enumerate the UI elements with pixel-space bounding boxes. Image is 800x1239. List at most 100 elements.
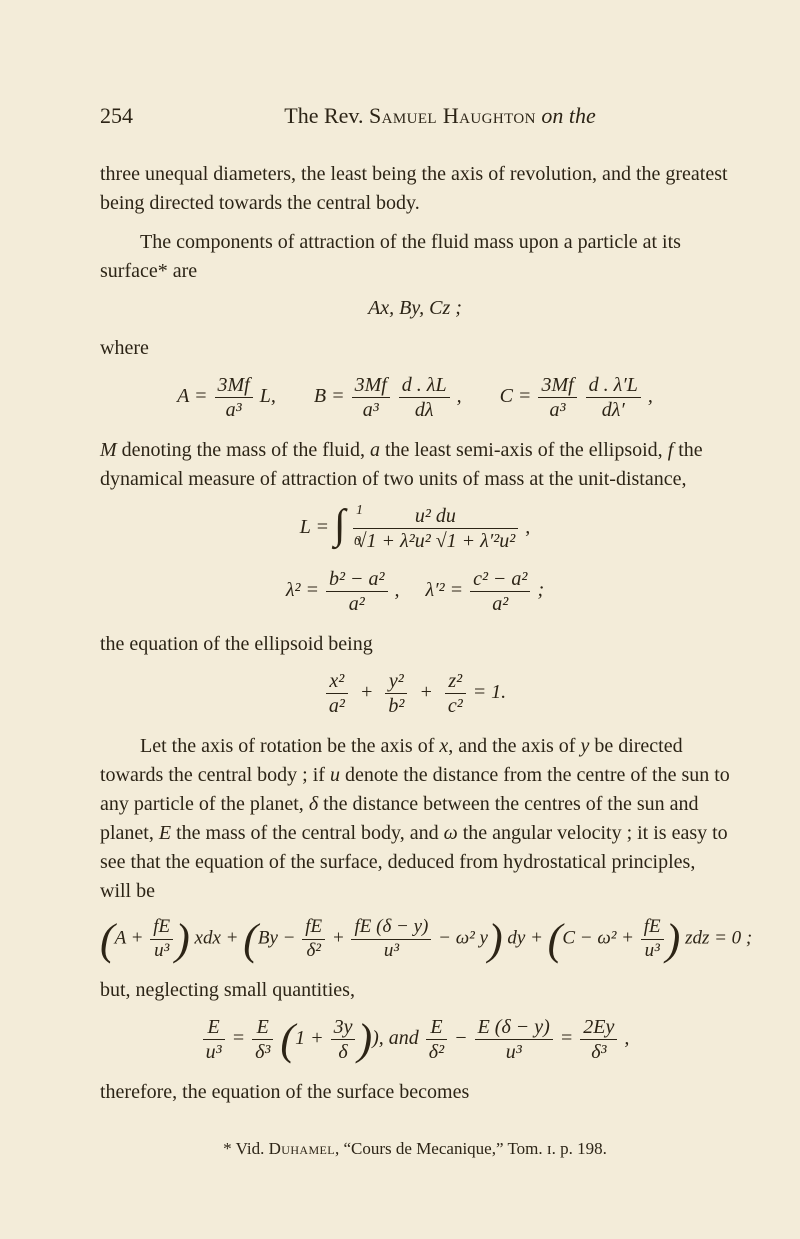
sq2-a-num: E: [426, 1015, 447, 1040]
eqA-lhs: A =: [177, 385, 212, 407]
sq-c: 3yδ: [331, 1015, 356, 1064]
fn-rest: , “Cours de Mecanique,” Tom. ɪ. p. 198.: [335, 1139, 607, 1158]
sq2-a: Eδ²: [426, 1015, 447, 1064]
para-3: M denoting the mass of the fluid, a the …: [100, 436, 730, 494]
ell2-num: y²: [385, 669, 407, 694]
lambda2-frac: b² − a²a²: [326, 567, 388, 616]
eqB-tail: ,: [452, 385, 462, 407]
sq2-b: E (δ − y)u³: [475, 1015, 553, 1064]
ell3-num: z²: [445, 669, 466, 694]
big-B: By −: [258, 928, 300, 949]
lambda2-den: a²: [326, 592, 388, 616]
para-6: but, neglecting small quantities,: [100, 976, 730, 1005]
p3-a: a: [370, 439, 380, 461]
lambdap2-num: c² − a²: [470, 567, 530, 592]
dy: dy +: [503, 928, 548, 949]
sq-a: Eu³: [203, 1015, 225, 1064]
para-7: therefore, the equation of the surface b…: [100, 1078, 730, 1107]
lambda2-lhs: λ² =: [286, 579, 324, 601]
eq-small-quantities: Eu³ = Eδ³ (1 + 3yδ)), and Eδ² − E (δ − y…: [100, 1015, 730, 1064]
sq-b-den: δ³: [252, 1040, 273, 1064]
page: 254 The Rev. Samuel Haughton on the thre…: [0, 0, 800, 1239]
sq-c-num: 3y: [331, 1015, 356, 1040]
sq2-eq: =: [555, 1028, 579, 1050]
p5l: ω: [444, 822, 458, 844]
sq2-b-den: u³: [475, 1040, 553, 1064]
rparen1: ): [175, 922, 190, 957]
para-5: Let the axis of rotation be the axis of …: [100, 732, 730, 906]
para-4: the equation of the ellipsoid being: [100, 630, 730, 659]
sq2-tail: ,: [619, 1028, 629, 1050]
sq-a-den: u³: [203, 1040, 225, 1064]
p5k: the mass of the central body, and: [171, 822, 444, 844]
fn-name: Duhamel: [269, 1139, 335, 1158]
ell-frac2: y²b²: [385, 669, 407, 718]
sq-b-num: E: [252, 1015, 273, 1040]
eqL-den: √1 + λ²u² √1 + λ′²u²: [353, 529, 519, 553]
eqA-tail: L,: [255, 385, 276, 407]
lambdap2-frac: c² − a²a²: [470, 567, 530, 616]
eqB-den2: dλ: [399, 398, 450, 422]
big-C-frac: fEu³: [641, 916, 664, 963]
eq-L-integral: L = ∫ 1 0 u² du √1 + λ²u² √1 + λ′²u² ,: [100, 504, 730, 553]
sq-b: Eδ³: [252, 1015, 273, 1064]
eqB-den1: a³: [352, 398, 390, 422]
xdx: xdx +: [190, 928, 243, 949]
where-label: where: [100, 334, 730, 363]
author-name: Samuel Haughton: [369, 103, 536, 128]
p3-M: M: [100, 439, 117, 461]
lambda2-num: b² − a²: [326, 567, 388, 592]
p5h: δ: [309, 793, 318, 815]
big-A: A +: [115, 928, 149, 949]
sq2-b-num: E (δ − y): [475, 1015, 553, 1040]
sq2-c-num: 2Ey: [580, 1015, 617, 1040]
running-title: The Rev. Samuel Haughton on the: [150, 100, 730, 132]
eqA-den: a³: [215, 398, 253, 422]
big-C-num: fE: [641, 916, 664, 940]
eqC-lhs: C =: [500, 385, 537, 407]
sq2-minus: −: [449, 1028, 473, 1050]
rparen2: ): [488, 922, 503, 957]
eq-ellipsoid: x²a² + y²b² + z²c² = 1.: [100, 669, 730, 718]
p5f: u: [330, 764, 340, 786]
sq-lparen: (: [280, 1022, 295, 1057]
footnote: * Vid. Duhamel, “Cours de Mecanique,” To…: [100, 1137, 730, 1162]
eqB-num1: 3Mf: [352, 373, 390, 398]
eqL-comma: ,: [520, 516, 530, 538]
p5a: Let the axis of rotation be the axis of: [140, 735, 439, 757]
p3-d: the least semi-axis of the ellipsoid,: [380, 439, 668, 461]
big-A-num: fE: [150, 916, 173, 940]
eqB-lhs: B =: [314, 385, 350, 407]
eqA-num: 3Mf: [215, 373, 253, 398]
eqC-frac1: 3Mfa³: [538, 373, 576, 422]
big-B-frac1: fEδ²: [302, 916, 325, 963]
sq-rparen: ): [357, 1022, 372, 1057]
sq-and: ), and: [372, 1028, 424, 1050]
eq-surface-big: (A + fEu³) xdx + (By − fEδ² + fE (δ − y)…: [100, 916, 730, 963]
lambda-tail: ;: [532, 579, 544, 601]
para-2: The components of attraction of the flui…: [100, 228, 730, 286]
eqC-tail: ,: [643, 385, 653, 407]
rparen3: ): [666, 922, 681, 957]
p5j: E: [159, 822, 171, 844]
eqB-frac1: 3Mfa³: [352, 373, 390, 422]
integral-sign: ∫ 1 0: [334, 509, 346, 547]
eqC-den1: a³: [538, 398, 576, 422]
ell1-num: x²: [326, 669, 348, 694]
page-header: 254 The Rev. Samuel Haughton on the: [100, 100, 730, 132]
big-B1-den: δ²: [302, 940, 325, 963]
eqA-frac: 3Mfa³: [215, 373, 253, 422]
eqB-frac2: d . λLdλ: [399, 373, 450, 422]
eq-abc-defs: A = 3Mfa³ L, B = 3Mfa³ d . λLdλ , C = 3M…: [100, 373, 730, 422]
running-title-suffix: on the: [536, 103, 596, 128]
p5c: , and the axis of: [448, 735, 580, 757]
ell3-den: c²: [445, 694, 466, 718]
sq2-a-den: δ²: [426, 1040, 447, 1064]
para-1: three unequal diameters, the least being…: [100, 160, 730, 218]
p3-b: denoting the mass of the fluid,: [117, 439, 370, 461]
sq-a-num: E: [203, 1015, 225, 1040]
eqC-den2: dλ′: [586, 398, 641, 422]
p5d: y: [580, 735, 589, 757]
big-A-frac: fEu³: [150, 916, 173, 963]
sq-c-den: δ: [331, 1040, 356, 1064]
